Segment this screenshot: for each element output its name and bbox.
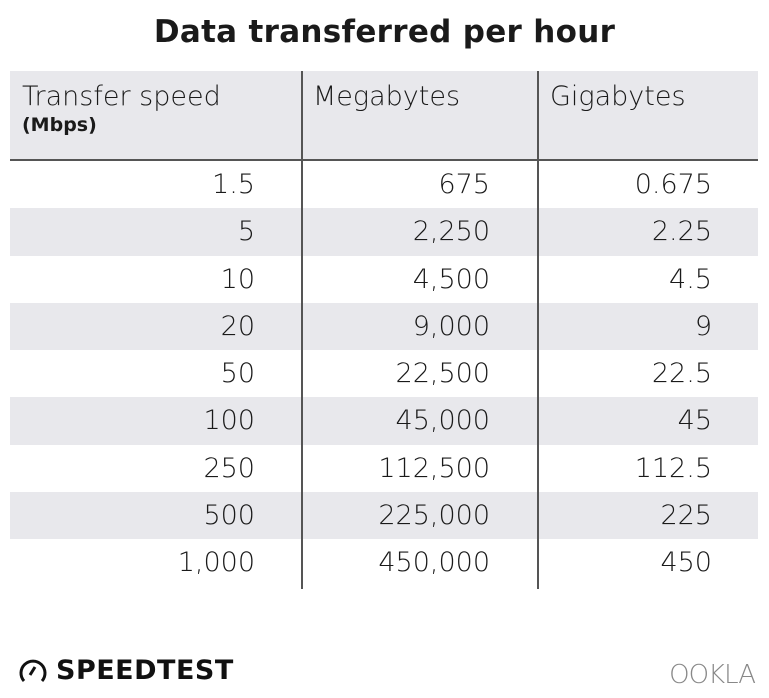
- megabytes-cell: 2,250: [412, 216, 490, 248]
- gigabytes-cell: 45: [677, 405, 712, 437]
- megabytes-cell: 225,000: [378, 500, 490, 532]
- column-divider: [537, 71, 539, 589]
- gigabytes-cell: 225: [660, 500, 712, 532]
- data-table: Transfer speed (Mbps) Megabytes Gigabyte…: [10, 71, 758, 587]
- megabytes-cell: 22,500: [395, 358, 490, 390]
- speed-cell: 100: [203, 405, 255, 437]
- gigabytes-cell: 0.675: [634, 169, 712, 200]
- table-row: 50 22,500 22.5: [10, 350, 758, 397]
- table-header: Transfer speed (Mbps) Megabytes Gigabyte…: [10, 71, 758, 161]
- gigabytes-cell: 2.25: [651, 216, 712, 248]
- ookla-logo: OOKLA: [669, 660, 756, 690]
- gigabytes-cell: 4.5: [669, 263, 712, 295]
- speed-cell: 50: [220, 358, 255, 390]
- gigabytes-cell: 450: [660, 547, 712, 579]
- table-row: 1.5 675 0.675: [10, 161, 758, 208]
- table-row: 250 112,500 112.5: [10, 445, 758, 492]
- speed-cell: 10: [220, 263, 255, 295]
- megabytes-cell: 112,500: [378, 452, 490, 484]
- table-row: 500 225,000 225: [10, 492, 758, 540]
- speed-cell: 500: [203, 500, 255, 532]
- header-transfer-speed: Transfer speed (Mbps): [22, 81, 221, 136]
- speed-cell: 1.5: [212, 169, 255, 200]
- gigabytes-cell: 22.5: [651, 358, 712, 390]
- gigabytes-cell: 9: [694, 310, 712, 342]
- speed-cell: 20: [220, 310, 255, 342]
- gigabytes-cell: 112.5: [634, 452, 712, 484]
- megabytes-cell: 675: [438, 169, 490, 200]
- table-row: 20 9,000 9: [10, 302, 758, 351]
- megabytes-cell: 9,000: [412, 310, 490, 342]
- speedtest-logo: SPEEDTEST: [18, 655, 234, 686]
- speedometer-icon: [19, 659, 47, 682]
- header-label: Transfer speed: [22, 81, 221, 112]
- table-row: 1,000 450,000 450: [10, 539, 758, 586]
- speed-cell: 250: [203, 452, 255, 484]
- megabytes-cell: 450,000: [378, 547, 490, 579]
- speed-cell: 1,000: [177, 547, 255, 579]
- megabytes-cell: 45,000: [395, 405, 490, 437]
- column-divider: [301, 71, 303, 589]
- table-title: Data transferred per hour: [153, 14, 616, 50]
- speedtest-wordmark: SPEEDTEST: [56, 655, 234, 686]
- table-row: 5 2,250 2.25: [10, 208, 758, 256]
- header-sublabel: (Mbps): [22, 114, 97, 136]
- table-row: 100 45,000 45: [10, 397, 758, 445]
- table-body: 1.5 675 0.675 5 2,250 2.25 10 4,500 4.5 20 9,000 9 5…: [10, 161, 758, 587]
- speed-cell: 5: [237, 216, 255, 248]
- header-gigabytes: Gigabytes: [550, 81, 686, 112]
- header-megabytes: Megabytes: [313, 81, 461, 112]
- table-row: 10 4,500 4.5: [10, 256, 758, 303]
- megabytes-cell: 4,500: [412, 263, 490, 295]
